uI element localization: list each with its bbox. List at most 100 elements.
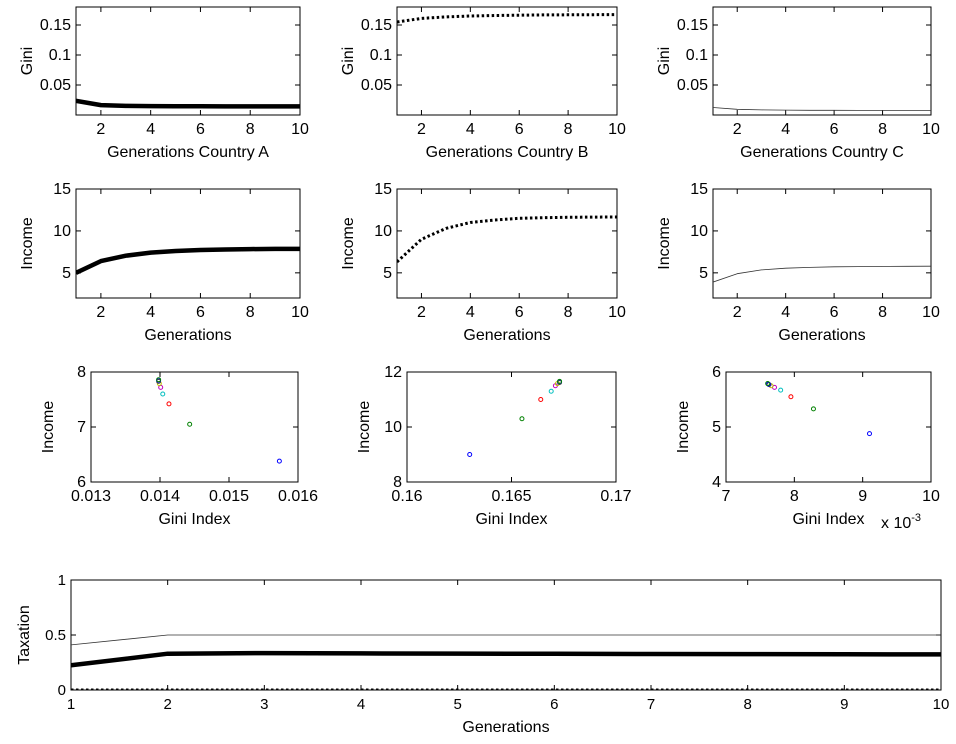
data-point	[788, 394, 794, 400]
y-tick-label: 0.5	[45, 627, 66, 644]
panel-income_B: 2 4 6 8 10 5 10 15 Generations Income	[340, 181, 626, 344]
y-tick-label: 10	[690, 223, 708, 240]
x-tick-label: 4	[146, 304, 155, 321]
series-line-dotted	[397, 215, 617, 264]
y-tick-label: 5	[383, 265, 392, 282]
x-tick-label: 8	[878, 304, 887, 321]
x-tick-label: 0.014	[140, 488, 180, 505]
y-tick-label: 0.05	[361, 77, 392, 94]
x-scale-exponent: -3	[911, 512, 921, 524]
plot-frame	[712, 6, 932, 116]
y-tick-label: 0.05	[677, 77, 708, 94]
x-tick-label: 1	[67, 696, 75, 713]
data-point	[467, 452, 473, 457]
x-tick-label: 2	[417, 304, 426, 321]
x-tick-label: 4	[781, 304, 790, 321]
y-tick-label: 4	[712, 474, 721, 491]
y-tick-label: 6	[712, 364, 721, 381]
x-tick-label: 10	[608, 121, 626, 138]
y-tick-label: 0.1	[370, 47, 392, 64]
x-tick-label: 10	[922, 304, 940, 321]
x-tick-label: 8	[564, 304, 573, 321]
y-tick-label: 0.1	[686, 47, 708, 64]
panel-gini_A: 2 4 6 8 10 0.05 0.1 0.15 Generations Country A Gi…	[19, 6, 309, 161]
series-line-thin	[71, 634, 941, 646]
series-line-thick	[71, 650, 941, 668]
x-tick-label: 2	[96, 304, 105, 321]
data-point	[187, 421, 193, 427]
x-tick-label: 5	[453, 696, 461, 713]
y-tick-label: 8	[393, 474, 402, 491]
x-tick-label: 10	[922, 121, 940, 138]
y-tick-label: 0.15	[40, 17, 71, 34]
panel-income_A: 2 4 6 8 10 5 10 15 Generations Income	[19, 181, 309, 344]
y-axis-label: Taxation	[16, 605, 33, 665]
data-layer	[76, 246, 300, 275]
x-tick-label: 0.16	[391, 488, 422, 505]
y-tick-label: 10	[384, 419, 402, 436]
panel-taxation: 1 2 3 4 5 6 7 8 9 10 0 0.5 1 Generations Taxation	[16, 572, 949, 736]
y-axis-label: Income	[19, 217, 36, 270]
plot-frame	[712, 188, 932, 299]
y-tick-label: 15	[53, 181, 71, 198]
data-point	[765, 381, 771, 387]
y-tick-label: 0	[58, 682, 66, 699]
plot-frame	[396, 188, 618, 299]
y-axis-label: Income	[656, 217, 673, 270]
x-tick-label: 7	[722, 488, 731, 505]
x-tick-label: 9	[840, 696, 848, 713]
x-tick-label: 8	[878, 121, 887, 138]
y-axis-label: Income	[40, 401, 57, 454]
x-tick-label: 4	[781, 121, 790, 138]
x-tick-label: 6	[515, 121, 524, 138]
x-tick-label: 10	[933, 696, 950, 713]
plot-frame	[75, 188, 301, 299]
data-point	[548, 388, 554, 394]
x-axis-label: Generations	[463, 327, 550, 344]
y-tick-label: 0.15	[677, 17, 708, 34]
x-tick-label: 6	[196, 304, 205, 321]
data-layer	[397, 13, 617, 24]
data-layer	[71, 634, 941, 690]
panel-income_C: 2 4 6 8 10 5 10 15 Generations Income	[656, 181, 940, 344]
y-tick-label: 0.1	[49, 47, 71, 64]
y-tick-label: 8	[77, 364, 86, 381]
data-point	[166, 401, 172, 407]
x-tick-label: 2	[733, 121, 742, 138]
x-tick-label: 8	[790, 488, 799, 505]
y-axis-label: Income	[356, 401, 373, 454]
series-line-thick	[76, 98, 300, 109]
series-line-dotted	[397, 13, 617, 24]
x-tick-label: 7	[647, 696, 655, 713]
series-line-thin	[713, 265, 931, 283]
y-axis-label: Gini	[19, 47, 36, 75]
y-tick-label: 10	[374, 223, 392, 240]
x-tick-label: 0.165	[491, 488, 531, 505]
x-tick-label: 8	[564, 121, 573, 138]
series-line-thin	[713, 107, 931, 111]
y-tick-label: 7	[77, 419, 86, 436]
data-point	[538, 397, 544, 402]
data-point	[519, 416, 525, 422]
x-scale-label: x 10-3	[881, 512, 921, 532]
y-tick-label: 10	[53, 223, 71, 240]
x-tick-label: 0.013	[71, 488, 111, 505]
x-tick-label: 0.015	[209, 488, 249, 505]
data-point	[778, 387, 784, 393]
panel-gini_C: 2 4 6 8 10 0.05 0.1 0.15 Generations Country C Gi…	[656, 6, 940, 161]
x-tick-label: 4	[466, 121, 475, 138]
x-tick-label: 2	[163, 696, 171, 713]
plot-frame	[396, 6, 618, 116]
data-layer	[76, 98, 300, 109]
y-tick-label: 1	[58, 572, 66, 589]
y-axis-label: Income	[675, 401, 692, 454]
x-tick-label: 8	[743, 696, 751, 713]
data-layer	[713, 265, 931, 283]
panel-scatter_A: 0.013 0.014 0.015 0.016 6 7 8 Gini Index Income	[40, 364, 318, 528]
y-tick-label: 6	[77, 474, 86, 491]
x-tick-label: 10	[608, 304, 626, 321]
y-tick-label: 5	[712, 419, 721, 436]
x-axis-label: Gini Index	[158, 511, 230, 528]
x-tick-label: 9	[858, 488, 867, 505]
x-tick-label: 6	[196, 121, 205, 138]
